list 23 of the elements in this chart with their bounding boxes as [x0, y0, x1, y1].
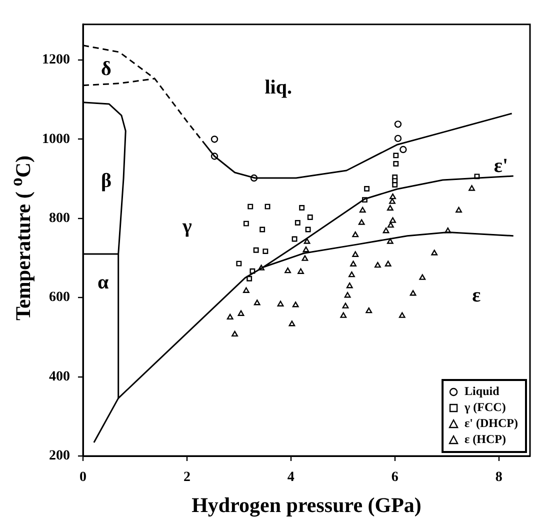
annotation: ε' — [494, 155, 508, 177]
legend-label: ε' (DHCP) — [464, 416, 518, 430]
x-axis-title: Hydrogen pressure (GPa) — [192, 492, 422, 517]
legend-label: γ (FCC) — [464, 400, 506, 414]
y-tick-label: 600 — [49, 290, 70, 306]
x-tick-label: 2 — [183, 470, 190, 486]
y-tick-label: 400 — [49, 369, 70, 384]
legend-label: Liquid — [464, 384, 500, 398]
annotation: β — [100, 170, 112, 192]
legend-label: ε (HCP) — [464, 432, 506, 446]
x-tick-label: 4 — [287, 470, 294, 486]
annotation: α — [98, 272, 109, 294]
x-tick-label: 6 — [391, 470, 398, 486]
annotation: γ — [181, 215, 192, 238]
x-tick-label: 8 — [495, 470, 502, 486]
annotation: ε — [472, 284, 482, 306]
annotation: δ — [101, 58, 112, 80]
y-tick-label: 1000 — [42, 132, 70, 147]
annotation: liq. — [264, 76, 292, 98]
y-tick-label: 800 — [49, 211, 70, 226]
x-tick-label: 0 — [80, 470, 86, 486]
y-tick-label: 1200 — [42, 52, 70, 68]
y-tick-label: 200 — [49, 448, 70, 464]
